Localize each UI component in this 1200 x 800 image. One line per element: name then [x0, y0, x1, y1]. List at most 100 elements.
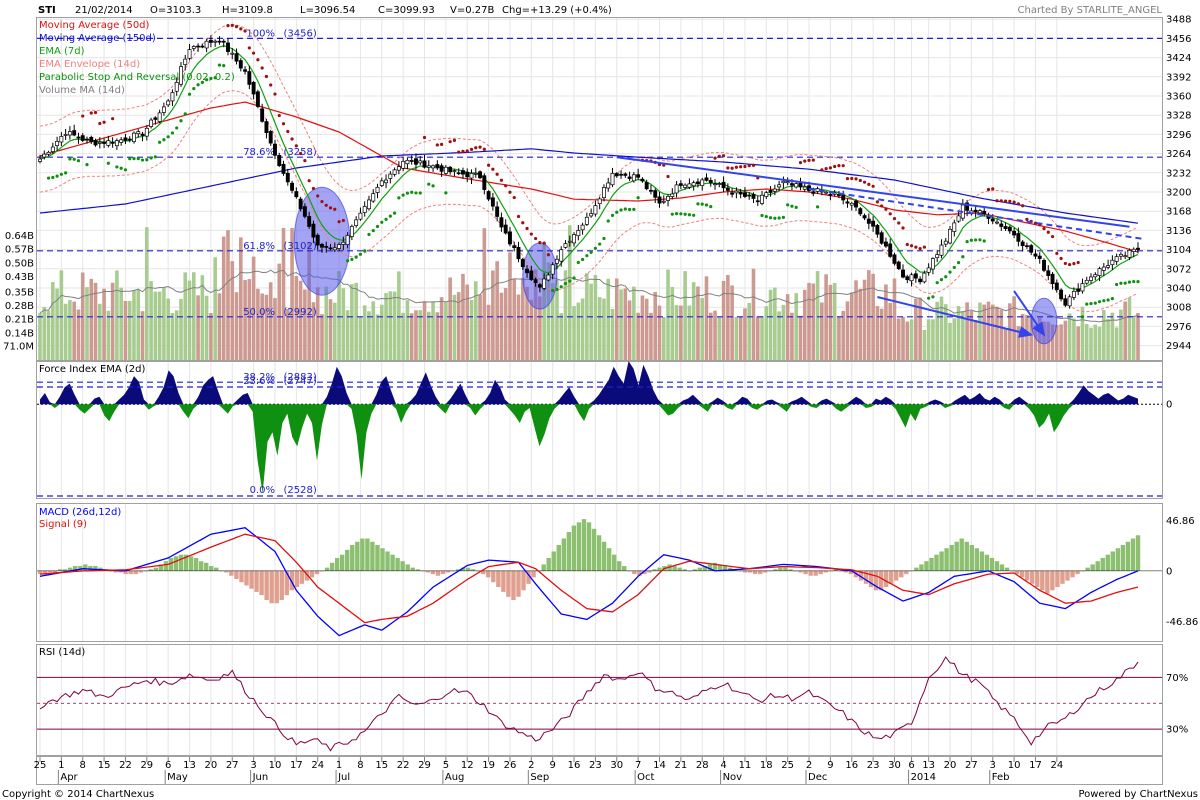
sar-dot: [1059, 256, 1063, 261]
volume-bar: [824, 274, 828, 360]
candle-body: [302, 206, 307, 217]
macd-histogram-bar: [521, 570, 526, 591]
candle-body: [674, 184, 679, 194]
candle-body: [653, 190, 658, 198]
candle-body: [59, 136, 64, 143]
candle-body: [200, 45, 205, 48]
candle-body: [657, 196, 662, 204]
sar-dot: [474, 146, 478, 150]
powered-by-label: Powered by ChartNexus: [1078, 789, 1198, 800]
sar-dot: [850, 176, 854, 181]
volume-bar: [888, 302, 893, 360]
candle-body: [469, 173, 474, 179]
macd-histogram-bar: [702, 566, 708, 571]
macd-histogram-bar: [873, 570, 879, 591]
macd-histogram-bar: [249, 570, 254, 589]
macd-histogram-bar: [1095, 561, 1100, 571]
candle-body: [1123, 255, 1128, 258]
date-tick-label: 2: [806, 760, 812, 771]
volume-bar: [358, 316, 363, 360]
sar-dot: [619, 208, 623, 212]
candle-body: [1131, 248, 1136, 252]
volume-bar: [106, 310, 111, 360]
candle-body: [708, 180, 713, 184]
sar-dot: [187, 92, 192, 96]
macd-histogram-bar: [1115, 548, 1121, 571]
ema7-line: [39, 45, 1139, 291]
sar-dot: [243, 29, 247, 33]
candle-body: [298, 198, 303, 210]
macd-histogram-bar: [224, 570, 229, 573]
volume-bar: [999, 309, 1004, 360]
volume-bar: [623, 288, 628, 360]
sar-dot: [751, 163, 756, 167]
volume-bars: [38, 225, 1140, 360]
macd-histogram-bar: [904, 570, 909, 575]
date-tick-label: 6: [908, 760, 914, 771]
sar-dot: [1123, 281, 1127, 285]
volume-bar: [221, 236, 226, 360]
sar-dot: [1076, 260, 1080, 265]
change-label: Chg=+13.29 (+0.4%): [502, 5, 612, 16]
sar-dot: [1042, 227, 1046, 231]
candle-body: [1033, 253, 1038, 257]
volume-bar: [965, 302, 969, 360]
candle-body: [106, 140, 111, 146]
volume-bar: [529, 299, 534, 360]
candle-body: [982, 210, 987, 215]
price-tick-label: 3040: [1166, 284, 1191, 295]
volume-bar: [1089, 327, 1093, 360]
macd-histogram-bar: [868, 570, 874, 588]
fib-label: 100%: [246, 28, 275, 39]
legend-entry: EMA (7d): [39, 46, 85, 57]
volume-bar: [713, 310, 717, 360]
sar-dot: [734, 165, 738, 169]
volume-bar: [166, 298, 170, 360]
candle-body: [614, 173, 619, 177]
volume-bar: [982, 304, 986, 360]
macd-histogram-bar: [596, 535, 602, 571]
date-axis-frame: [36, 756, 1163, 785]
sar-dot: [944, 275, 948, 279]
candle-body: [943, 240, 948, 245]
candle-body: [1127, 249, 1132, 258]
macd-histogram-bar: [516, 570, 521, 597]
candle-body: [948, 228, 952, 244]
candle-body: [1042, 259, 1046, 271]
macd-histogram-bar: [375, 544, 380, 571]
volume-bar: [922, 329, 927, 360]
macd-histogram-bar: [939, 551, 944, 571]
candle-body: [811, 191, 816, 194]
high-label: H=3109.8: [222, 5, 273, 16]
candle-body: [435, 164, 440, 169]
volume-bar: [696, 286, 700, 360]
sar-dot: [1016, 202, 1020, 206]
volume-bar: [367, 311, 371, 360]
macd-histogram-bar: [747, 570, 753, 573]
candle-body: [533, 279, 538, 284]
macd-histogram-bar: [1004, 567, 1010, 571]
volume-bar: [439, 297, 444, 360]
candle-body: [623, 173, 628, 176]
sar-dot: [299, 151, 303, 156]
candle-body: [166, 100, 171, 106]
macd-histogram-bar: [798, 570, 803, 573]
volume-bar: [858, 288, 863, 360]
candle-body: [666, 196, 670, 201]
volume-tick-label: 0.50B: [5, 258, 34, 269]
sar-dot: [166, 135, 170, 139]
volume-bar: [260, 293, 264, 360]
candle-body: [140, 133, 145, 136]
candle-body: [567, 240, 572, 243]
macd-histogram-bar: [148, 569, 154, 571]
macd-histogram-bar: [803, 570, 808, 575]
volume-bar: [781, 304, 786, 360]
volume-bar: [153, 291, 158, 360]
macd-histogram-bar: [773, 569, 778, 571]
sar-dot: [999, 199, 1003, 203]
sar-dot: [811, 158, 815, 162]
volume-bar: [341, 288, 346, 360]
sar-dot: [854, 177, 858, 181]
volume-bar: [567, 225, 572, 360]
macd-histogram-bar: [894, 570, 899, 581]
